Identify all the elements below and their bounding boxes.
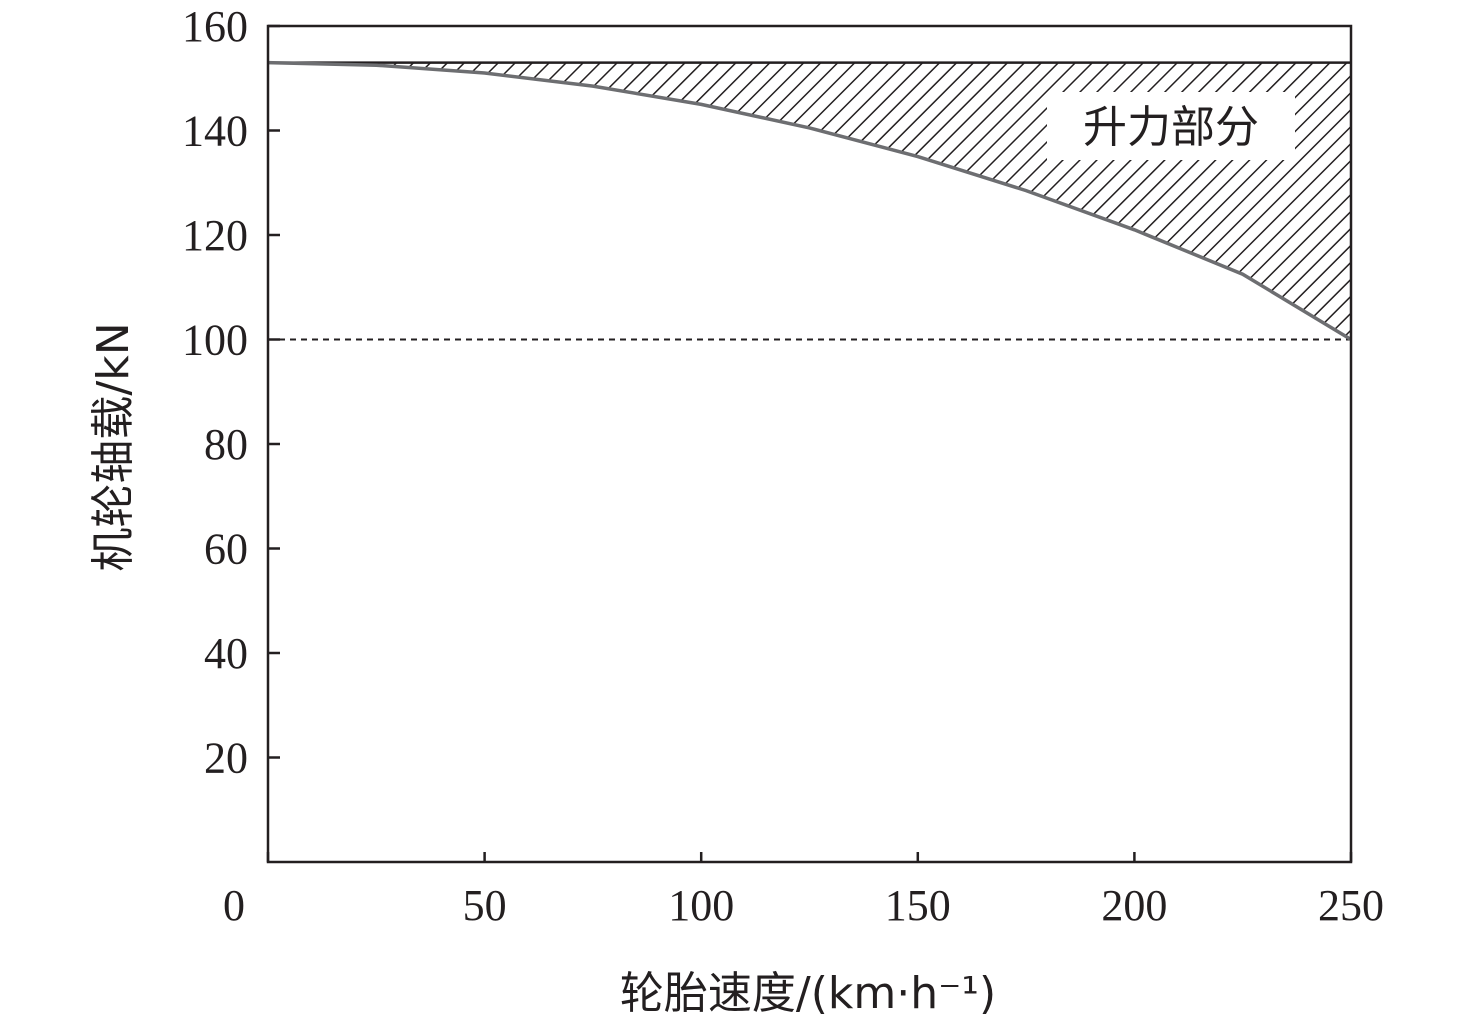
load-curve (267, 60, 1352, 341)
x-tick-label: 0 (223, 881, 245, 930)
y-tick-label: 20 (204, 734, 248, 783)
x-tick-label: 250 (1318, 881, 1384, 930)
y-tick-label: 140 (182, 107, 248, 156)
y-axis-title: 机轮轴载/kN (88, 322, 139, 571)
y-tick-label: 40 (204, 629, 248, 678)
x-tick-label: 150 (885, 881, 951, 930)
y-tick-label: 120 (182, 211, 248, 260)
x-axis-title: 轮胎速度/(km·h⁻¹) (620, 968, 996, 1019)
y-tick-label: 60 (204, 525, 248, 574)
y-tick-label: 160 (182, 2, 248, 51)
y-tick-label: 80 (204, 420, 248, 469)
annotation-bg (1047, 92, 1295, 160)
x-tick-label: 50 (463, 881, 507, 930)
x-tick-label: 200 (1101, 881, 1167, 930)
lift-annotation: 升力部分 (1083, 102, 1259, 153)
y-tick-label: 100 (182, 316, 248, 365)
x-tick-label: 100 (668, 881, 734, 930)
